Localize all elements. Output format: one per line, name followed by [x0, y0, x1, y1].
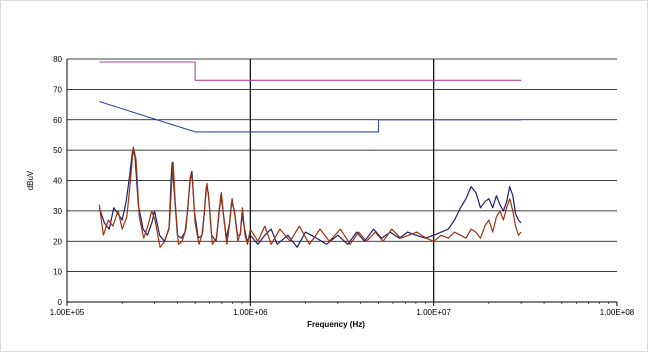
x-tick-label: 1.00E+05 [50, 308, 85, 317]
trace-navy [98, 149, 522, 248]
x-tick-label: 1.00E+08 [600, 308, 635, 317]
y-tick-label: 70 [53, 85, 62, 94]
y-tick-label: 50 [53, 146, 62, 155]
y-tick-label: 20 [53, 237, 62, 246]
y-axis-title: dBuV [26, 170, 35, 190]
trace-brown [98, 146, 522, 248]
x-tick-label: 1.00E+07 [416, 308, 451, 317]
series-layer [98, 61, 522, 248]
limit-line-lower [99, 100, 522, 133]
x-tick-label: 1.00E+06 [233, 308, 268, 317]
y-tick-label: 80 [53, 55, 62, 64]
y-tick-label: 0 [58, 298, 63, 307]
x-axis-title: Frequency (Hz) [307, 320, 365, 329]
y-tick-label: 40 [53, 177, 62, 186]
limit-line-upper [99, 61, 522, 81]
axes: 0 10 20 30 40 50 60 70 80 1.00E+05 1.00E+06 1.00E+0… [50, 55, 635, 317]
grid [67, 58, 617, 302]
y-tick-label: 60 [53, 116, 62, 125]
y-tick-label: 10 [53, 268, 62, 277]
y-tick-label: 30 [53, 207, 62, 216]
